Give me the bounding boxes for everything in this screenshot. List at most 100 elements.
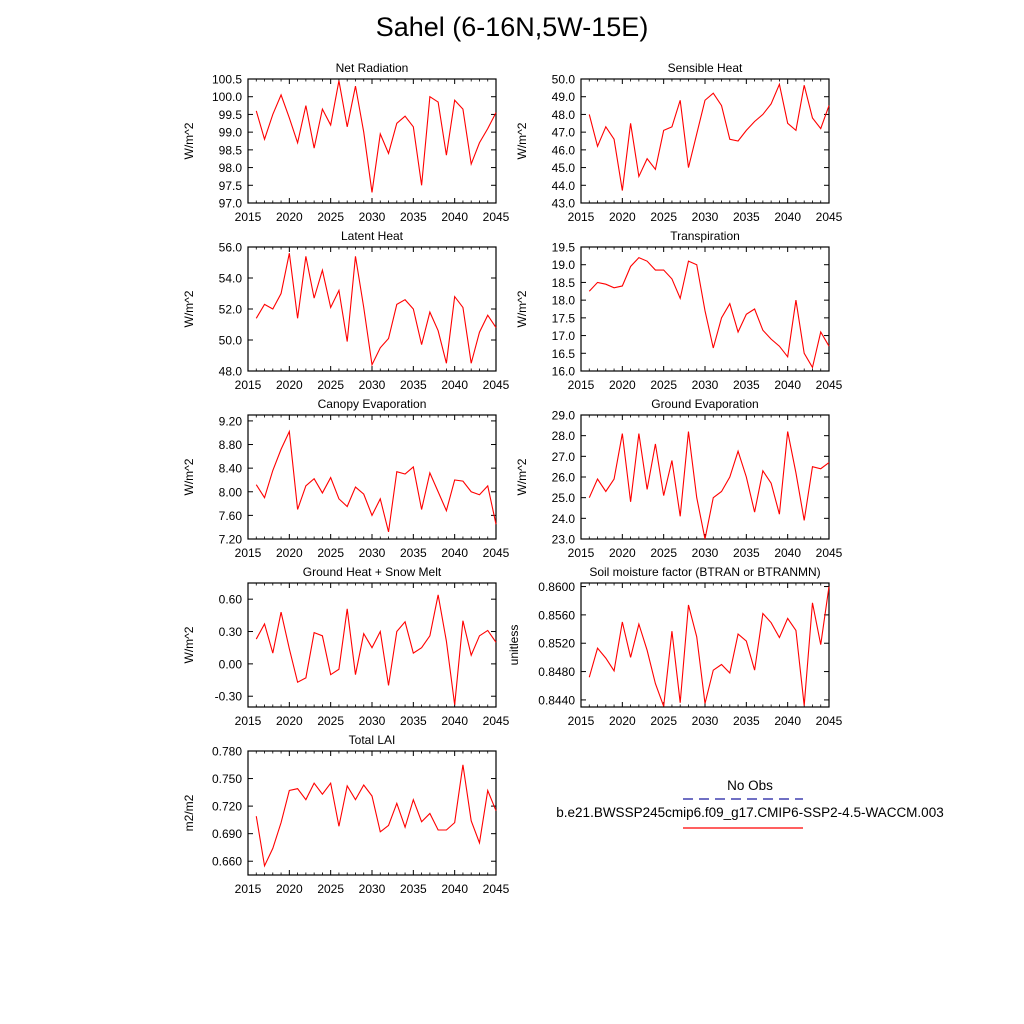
y-tick-label: 43.0 (552, 197, 576, 211)
main-title: Sahel (6-16N,5W-15E) (375, 12, 649, 42)
y-tick-label: 9.20 (219, 414, 243, 428)
y-tick-label: 46.0 (552, 143, 576, 157)
y-tick-label: 100.5 (212, 73, 242, 87)
x-tick-label: 2040 (441, 546, 468, 560)
x-tick-label: 2035 (733, 714, 760, 728)
x-tick-label: 2020 (609, 714, 636, 728)
x-tick-label: 2020 (609, 210, 636, 224)
x-tick-label: 2025 (317, 546, 344, 560)
x-tick-label: 2015 (235, 378, 262, 392)
x-tick-label: 2025 (317, 714, 344, 728)
x-tick-label: 2035 (400, 210, 427, 224)
legend: No Obs b.e21.BWSSP245cmip6.f09_g17.CMIP6… (520, 778, 980, 834)
x-tick-label: 2045 (816, 546, 843, 560)
plot-frame (580, 78, 830, 204)
y-axis-label: W/m^2 (515, 122, 529, 159)
y-tick-label: 18.0 (552, 294, 576, 308)
y-tick-label: 56.0 (219, 241, 243, 255)
y-tick-label: 27.0 (552, 450, 576, 464)
series-line (255, 594, 497, 705)
series-line (255, 80, 497, 193)
x-tick-label: 2020 (276, 210, 303, 224)
y-tick-label: 99.0 (219, 126, 243, 140)
series-line (255, 253, 497, 367)
x-tick-label: 2045 (483, 714, 510, 728)
panel-4: Transpiration W/m^2 2015 2020 2025 2030 2035 20… (515, 229, 843, 392)
panel-title: Sensible Heat (668, 61, 743, 75)
y-tick-label: 99.5 (219, 108, 243, 122)
x-tick-label: 2035 (733, 546, 760, 560)
x-tick-label: 2045 (816, 210, 843, 224)
panel-title: Ground Evaporation (651, 397, 758, 411)
y-tick-label: 98.5 (219, 143, 243, 157)
y-axis-label: W/m^2 (182, 458, 196, 495)
x-tick-label: 2045 (483, 546, 510, 560)
plot-frame (247, 246, 497, 372)
y-tick-label: 0.60 (219, 593, 243, 607)
x-tick-label: 2040 (441, 714, 468, 728)
y-tick-label: 45.0 (552, 161, 576, 175)
x-tick-label: 2025 (650, 378, 677, 392)
x-tick-label: 2045 (483, 378, 510, 392)
series-line (588, 431, 830, 540)
x-tick-label: 2035 (400, 546, 427, 560)
y-tick-label: 8.00 (219, 485, 243, 499)
y-axis-label: m2/m2 (182, 794, 196, 831)
y-tick-label: 18.5 (552, 276, 576, 290)
series-line (588, 586, 830, 707)
x-tick-label: 2015 (568, 210, 595, 224)
x-tick-label: 2015 (235, 882, 262, 896)
x-tick-label: 2025 (317, 882, 344, 896)
plot-frame (247, 582, 497, 708)
panel-3: Latent Heat W/m^2 2015 2020 2025 2030 2035 2040… (182, 229, 510, 392)
x-tick-label: 2035 (733, 210, 760, 224)
y-axis-label: W/m^2 (515, 290, 529, 327)
y-tick-label: 17.5 (552, 311, 576, 325)
x-tick-label: 2040 (774, 714, 801, 728)
x-tick-label: 2030 (692, 714, 719, 728)
x-tick-label: 2030 (359, 210, 386, 224)
plot-frame (247, 78, 497, 204)
y-tick-label: 26.0 (552, 471, 576, 485)
y-tick-label: 24.0 (552, 512, 576, 526)
y-axis-label: unitless (507, 625, 521, 666)
x-tick-label: 2025 (317, 210, 344, 224)
y-tick-label: 0.8560 (538, 608, 575, 622)
x-tick-label: 2020 (276, 882, 303, 896)
x-tick-label: 2030 (359, 378, 386, 392)
y-tick-label: 100.0 (212, 90, 242, 104)
y-tick-label: 54.0 (219, 272, 243, 286)
y-tick-label: 48.0 (552, 108, 576, 122)
y-tick-label: 7.20 (219, 533, 243, 547)
legend-case-label: b.e21.BWSSP245cmip6.f09_g17.CMIP6-SSP2-4… (556, 805, 944, 820)
x-tick-label: 2030 (692, 378, 719, 392)
panel-1: Net Radiation W/m^2 2015 2020 2025 2030 2035 20… (182, 61, 510, 224)
y-tick-label: 48.0 (219, 365, 243, 379)
x-tick-label: 2020 (276, 378, 303, 392)
y-tick-label: 16.0 (552, 365, 576, 379)
x-tick-label: 2040 (774, 546, 801, 560)
plot-frame (247, 414, 497, 540)
y-tick-label: 8.40 (219, 462, 243, 476)
panel-title: Canopy Evaporation (318, 397, 427, 411)
y-tick-label: 0.30 (219, 625, 243, 639)
panel-5: Canopy Evaporation W/m^2 2015 2020 2025 2030 2… (182, 397, 510, 560)
x-tick-label: 2015 (235, 546, 262, 560)
plot-frame (580, 414, 830, 540)
x-tick-label: 2045 (816, 714, 843, 728)
series-line (588, 256, 830, 369)
y-tick-label: 0.720 (212, 800, 242, 814)
y-tick-label: 98.0 (219, 161, 243, 175)
x-tick-label: 2045 (483, 210, 510, 224)
panel-9: Total LAI m2/m2 2015 2020 2025 2030 2035 2040 20… (182, 733, 510, 896)
x-tick-label: 2025 (650, 546, 677, 560)
x-tick-label: 2030 (692, 210, 719, 224)
y-tick-label: 44.0 (552, 179, 576, 193)
y-tick-label: 8.80 (219, 438, 243, 452)
x-tick-label: 2025 (650, 210, 677, 224)
y-tick-label: 52.0 (219, 303, 243, 317)
y-tick-label: 0.660 (212, 855, 242, 869)
x-tick-label: 2020 (609, 546, 636, 560)
x-tick-label: 2040 (774, 210, 801, 224)
